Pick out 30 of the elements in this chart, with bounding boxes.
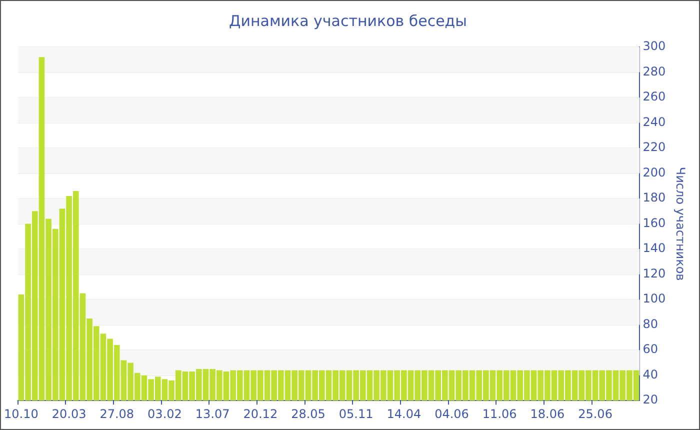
y-tick-label: 240 [642, 114, 666, 129]
y-tick-label: 40 [642, 367, 658, 382]
y-tick-label: 180 [642, 190, 666, 205]
x-tick-label: 27.08 [100, 406, 134, 421]
x-tick-label: 28.05 [291, 406, 326, 421]
y-tick-label: 120 [642, 266, 666, 280]
x-tick-label: 03.02 [148, 406, 182, 421]
y-tick-label: 20 [642, 392, 658, 407]
y-tick-label: 100 [642, 292, 666, 306]
x-tick-label: 20.03 [52, 406, 86, 421]
y-tick-label: 200 [642, 165, 666, 180]
x-tick-label: 25.06 [578, 406, 612, 421]
x-tick-label: 14.04 [386, 406, 422, 421]
x-tick-label: 20.12 [243, 406, 278, 421]
y-tick-label: 260 [642, 90, 666, 104]
x-tick-label: 10.10 [4, 406, 38, 421]
y-tick-label: 80 [642, 316, 658, 331]
x-tick-label: 05.11 [338, 406, 374, 421]
y-tick-label: 280 [642, 64, 666, 78]
x-tick-label: 04.06 [434, 406, 469, 421]
y-tick-label: 160 [642, 216, 666, 230]
y-tick-label: 140 [642, 241, 666, 256]
y-tick-label: 300 [642, 39, 666, 54]
chart-title: Динамика участников беседы [228, 12, 468, 30]
x-tick-label: 13.07 [195, 406, 230, 421]
y-axis-title: Число участников [674, 166, 688, 281]
x-tick-label: 11.06 [482, 406, 517, 421]
y-tick-label: 60 [642, 342, 658, 356]
x-tick-label: 18.06 [530, 406, 565, 421]
y-tick-label: 220 [642, 140, 666, 154]
